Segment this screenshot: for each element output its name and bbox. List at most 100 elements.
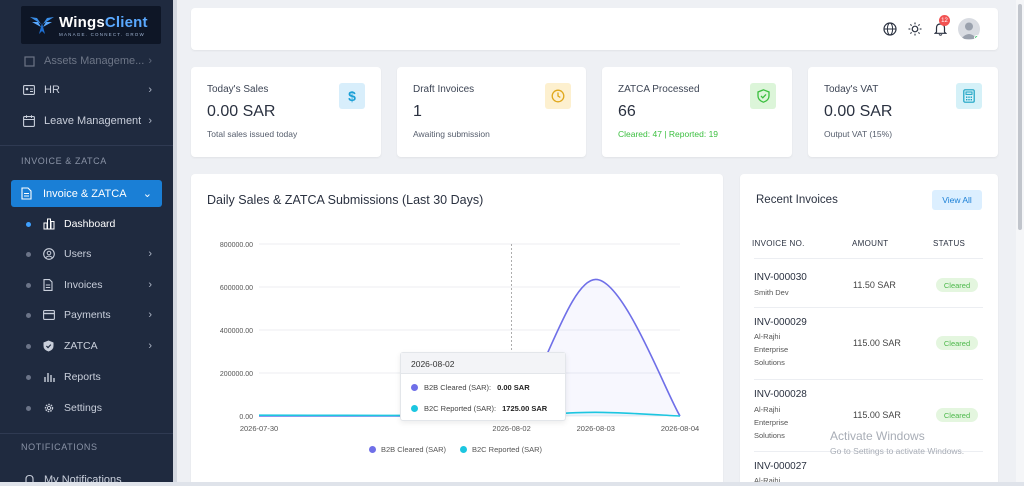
sidebar-subitem-invoices[interactable]: Invoices ›: [22, 274, 162, 296]
invoice-customer: Smith Dev: [754, 286, 824, 299]
stat-value: 66: [618, 103, 636, 120]
chevron-right-icon: ›: [148, 309, 152, 321]
y-tick-label: 0.00: [239, 414, 253, 421]
sidebar-item-label: Users: [64, 248, 92, 260]
notification-count-badge: 12: [939, 15, 950, 26]
sidebar-subitem-payments[interactable]: Payments ›: [22, 304, 162, 326]
sidebar-edge: [173, 0, 177, 486]
view-all-button[interactable]: View All: [932, 190, 982, 210]
legend-item-b2b[interactable]: B2B Cleared (SAR): [369, 445, 446, 454]
avatar[interactable]: [958, 18, 980, 40]
brand-logo[interactable]: WingsClient MANAGE. CONNECT. GROW: [21, 6, 161, 44]
sidebar-item-label: HR: [44, 84, 60, 96]
bell-icon: [22, 473, 36, 486]
bullet-dot: [26, 312, 31, 318]
tooltip-date: 2026-08-02: [401, 353, 565, 374]
user-avatar-icon: [961, 22, 977, 39]
sidebar-item-label: Settings: [64, 402, 102, 414]
stat-subtitle: Cleared: 47 | Reported: 19: [618, 129, 719, 139]
calculator-icon: [956, 83, 982, 109]
stat-title: Today's Sales: [207, 84, 269, 95]
y-tick-label: 200000.00: [220, 371, 253, 378]
y-tick-label: 600000.00: [220, 285, 253, 292]
invoice-customer: Al-Rajhi: [754, 474, 824, 486]
dollar-icon: $: [339, 83, 365, 109]
invoice-number-link[interactable]: INV-000027: [754, 461, 807, 472]
sidebar-subitem-zatca[interactable]: ZATCA ›: [22, 335, 162, 357]
stat-title: Today's VAT: [824, 84, 879, 95]
sidebar-subitem-users[interactable]: Users ›: [22, 243, 162, 265]
customer-line: Smith Dev: [754, 288, 789, 297]
sidebar-item-invoice-zatca[interactable]: Invoice & ZATCA ⌄: [11, 180, 162, 207]
status-badge: Cleared: [936, 408, 978, 422]
globe-icon[interactable]: [881, 20, 899, 38]
sidebar-item-label: Invoices: [64, 279, 103, 291]
bullet-dot: [26, 405, 31, 411]
invoice-number-link[interactable]: INV-000030: [754, 272, 807, 283]
chevron-down-icon: ⌄: [142, 188, 152, 200]
chevron-right-icon: ›: [148, 248, 152, 260]
tooltip-value: 0.00 SAR: [497, 383, 530, 392]
sidebar-subitem-reports[interactable]: Reports: [22, 366, 162, 388]
sidebar-subitem-settings[interactable]: Settings: [22, 397, 162, 419]
watermark-title: Activate Windows: [830, 429, 925, 443]
invoice-amount: 11.50 SAR: [853, 280, 896, 290]
stat-value: 0.00 SAR: [207, 103, 276, 120]
svg-text:$: $: [348, 89, 356, 103]
sidebar-item-label: Leave Management: [44, 115, 142, 127]
chevron-right-icon: ›: [148, 84, 152, 96]
invoice-customer: Al-Rajhi Enterprise Solutions: [754, 403, 824, 442]
customer-line: Enterprise: [754, 418, 789, 427]
legend-swatch: [411, 405, 418, 412]
invoice-number-link[interactable]: INV-000028: [754, 389, 807, 400]
stat-card-todays-sales: Today's Sales 0.00 SAR Total sales issue…: [191, 67, 381, 157]
sidebar-item-assets[interactable]: Assets Manageme... ›: [12, 48, 162, 74]
tooltip-row-b2b: B2B Cleared (SAR): 0.00 SAR: [411, 383, 530, 392]
shield-icon: [43, 340, 56, 353]
bars-icon: [43, 371, 56, 384]
customer-line: Solutions: [754, 358, 785, 367]
column-header-invoice-no: INVOICE NO.: [752, 239, 805, 248]
tooltip-label: B2C Reported (SAR):: [424, 404, 497, 413]
y-tick-label: 800000.00: [220, 242, 253, 249]
stat-card-todays-vat: Today's VAT 0.00 SAR Output VAT (15%): [808, 67, 998, 157]
document-icon: [43, 279, 56, 292]
invoice-amount: 115.00 SAR: [853, 338, 901, 348]
active-dot: [26, 221, 31, 227]
watermark-subtitle: Go to Settings to activate Windows.: [830, 446, 965, 456]
sales-chart[interactable]: 0.00 200000.00 400000.00 600000.00 800000.00…: [191, 174, 723, 474]
sun-icon[interactable]: [906, 20, 924, 38]
bullet-dot: [26, 374, 31, 380]
sidebar-divider: [0, 145, 173, 146]
tooltip-row-b2c: B2C Reported (SAR): 1725.00 SAR: [411, 404, 547, 413]
sidebar-item-label: Dashboard: [64, 218, 116, 230]
bar-chart-icon: [43, 218, 56, 231]
page-scrollbar[interactable]: [1016, 0, 1024, 486]
online-status-dot: [974, 35, 980, 40]
series-area-0: [259, 279, 680, 416]
status-badge: Cleared: [936, 278, 978, 292]
credit-card-icon: [43, 309, 56, 322]
tooltip-value: 1725.00 SAR: [502, 404, 548, 413]
clock-icon: [545, 83, 571, 109]
stat-subtitle: Total sales issued today: [207, 129, 298, 139]
scrollbar-thumb[interactable]: [1018, 4, 1022, 230]
legend-swatch: [369, 446, 376, 453]
sidebar-item-label: ZATCA: [64, 340, 98, 352]
brand-name-b: Client: [104, 13, 148, 31]
sidebar-subitem-dashboard[interactable]: Dashboard: [22, 213, 162, 235]
legend-swatch: [411, 384, 418, 391]
chart-title: Daily Sales & ZATCA Submissions (Last 30…: [207, 193, 484, 207]
legend-item-b2c[interactable]: B2C Reported (SAR): [460, 445, 542, 454]
sidebar-item-leave-management[interactable]: Leave Management ›: [12, 108, 162, 134]
invoice-number-link[interactable]: INV-000029: [754, 317, 807, 328]
chart-card: Daily Sales & ZATCA Submissions (Last 30…: [191, 174, 723, 486]
brand-tagline: MANAGE. CONNECT. GROW: [59, 31, 145, 37]
sidebar-item-label: Assets Manageme...: [44, 55, 145, 67]
sidebar-item-hr[interactable]: HR ›: [12, 77, 162, 103]
wings-logo-icon: [30, 17, 54, 34]
bottom-edge: [0, 482, 1024, 486]
customer-line: Al-Rajhi: [754, 332, 781, 341]
recent-invoices-card: Recent Invoices View All INVOICE NO. AMO…: [740, 174, 998, 486]
box-icon: [22, 54, 36, 68]
